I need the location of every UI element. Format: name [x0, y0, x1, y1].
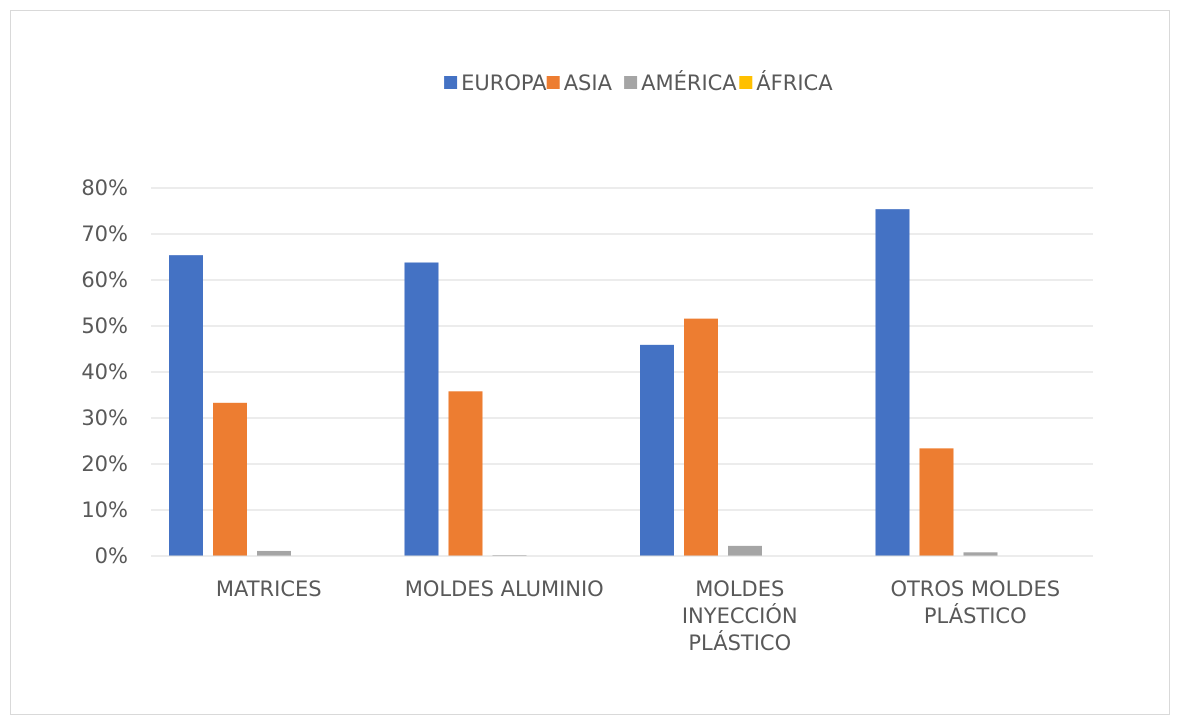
bar-america-4 — [963, 552, 998, 556]
bar-europa-3 — [640, 344, 674, 556]
y-axis: 0% 10% 20% 30% 40% 50% 60% 70% 80% — [81, 176, 128, 568]
category-label: MOLDES ALUMINIO — [405, 577, 604, 601]
legend-item-asia: ASIA — [546, 71, 613, 95]
bar-asia-3 — [684, 318, 718, 556]
bar-asia-4 — [919, 448, 954, 556]
legend-item-america: AMÉRICA — [624, 70, 737, 95]
y-tick-label: 0% — [95, 544, 128, 568]
legend-label: AMÉRICA — [641, 70, 737, 95]
legend-item-europa: EUROPA — [444, 71, 547, 95]
legend-label: EUROPA — [461, 71, 547, 95]
chart-area: EUROPA ASIA AMÉRICA ÁFRICA 0% 10% 20% 30% 40% 50… — [10, 10, 1170, 715]
gridlines — [151, 187, 1093, 511]
legend-label: ASIA — [564, 71, 613, 95]
category-label: OTROS MOLDES PLÁSTICO — [890, 577, 1060, 628]
x-axis: MATRICES MOLDES ALUMINIO MOLDES INYECCIÓN PL… — [151, 555, 1093, 655]
bar-america-1 — [257, 550, 291, 556]
legend-swatch — [739, 76, 753, 89]
y-tick-label: 50% — [81, 314, 128, 338]
chart-legend: EUROPA ASIA AMÉRICA ÁFRICA — [444, 70, 833, 95]
legend-swatch — [546, 76, 560, 89]
bar-asia-1 — [213, 402, 247, 556]
category-label: MOLDES INYECCIÓN PLÁSTICO — [682, 577, 798, 655]
y-tick-label: 60% — [81, 268, 128, 292]
bar-chart: EUROPA ASIA AMÉRICA ÁFRICA 0% 10% 20% 30% 40% 50… — [81, 70, 1093, 655]
bars — [169, 209, 1042, 556]
y-tick-label: 40% — [81, 360, 128, 384]
bar-america-3 — [728, 545, 762, 556]
bar-europa-4 — [875, 209, 910, 556]
legend-swatch — [444, 76, 458, 89]
legend-label: ÁFRICA — [756, 70, 833, 95]
y-tick-label: 80% — [81, 176, 128, 200]
bar-europa-1 — [169, 255, 203, 556]
legend-swatch — [624, 76, 638, 89]
category-label: MATRICES — [216, 577, 322, 601]
y-tick-label: 20% — [81, 452, 128, 476]
legend-item-africa: ÁFRICA — [739, 70, 833, 95]
y-tick-label: 10% — [81, 498, 128, 522]
y-tick-label: 70% — [81, 222, 128, 246]
bar-asia-2 — [448, 391, 483, 556]
bar-europa-2 — [404, 262, 439, 556]
y-tick-label: 30% — [81, 406, 128, 430]
